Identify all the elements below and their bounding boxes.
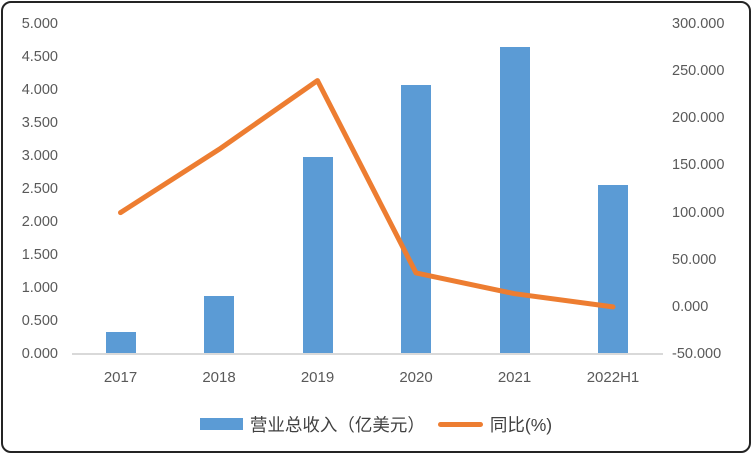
right-axis-tick: 300.000 [672,16,725,32]
legend-item-revenue: 营业总收入（亿美元） [199,412,425,437]
x-axis-label-2017: 2017 [103,369,138,386]
revenue-bar-2020 [401,84,431,354]
line-series-swatch [437,421,483,427]
left-axis-tick: 0.000 [21,346,58,362]
line-series-label: 同比(%) [489,414,553,435]
left-axis-tick: 0.500 [21,313,58,329]
right-axis-tick: 250.000 [672,63,725,80]
x-axis-line [72,353,663,355]
x-axis-label-2019: 2019 [300,369,335,386]
right-axis-tick: -50.000 [672,346,722,362]
left-axis-tick: 4.500 [21,49,58,65]
bar-series-swatch [199,418,243,430]
left-axis-tick: 2.500 [21,181,58,197]
right-axis-tick: 0.000 [672,298,709,315]
x-axis-label-2020: 2020 [399,369,433,386]
growth-rate-line [118,78,616,310]
right-axis-tick: 200.000 [672,110,725,127]
legend: 营业总收入（亿美元） 同比(%) [0,411,752,437]
revenue-bar-2019 [302,156,333,354]
right-axis-tick: 150.000 [672,157,725,174]
left-axis-tick: 4.000 [21,82,58,98]
revenue-bar-2021 [499,47,530,354]
bar-series-label: 营业总收入（亿美元） [249,414,425,435]
left-axis-tick: 2.000 [21,214,58,230]
revenue-bar-2017 [105,332,136,354]
x-axis-label-2018: 2018 [202,369,236,386]
right-axis-tick: 100.000 [672,204,725,221]
revenue-bar-2018 [204,295,234,354]
left-axis-tick: 3.000 [21,148,58,164]
left-axis-tick: 1.000 [21,280,58,296]
x-axis-label-2021: 2021 [497,369,532,386]
x-axis-label-2022H1: 2022H1 [586,369,640,386]
legend-item-growth: 同比(%) [437,412,553,437]
left-axis-tick: 3.500 [21,115,58,131]
revenue-bar-2022H1 [598,185,628,354]
right-axis-tick: 50.000 [672,251,717,268]
left-axis-tick: 5.000 [21,16,58,32]
left-axis-tick: 1.500 [21,247,58,263]
